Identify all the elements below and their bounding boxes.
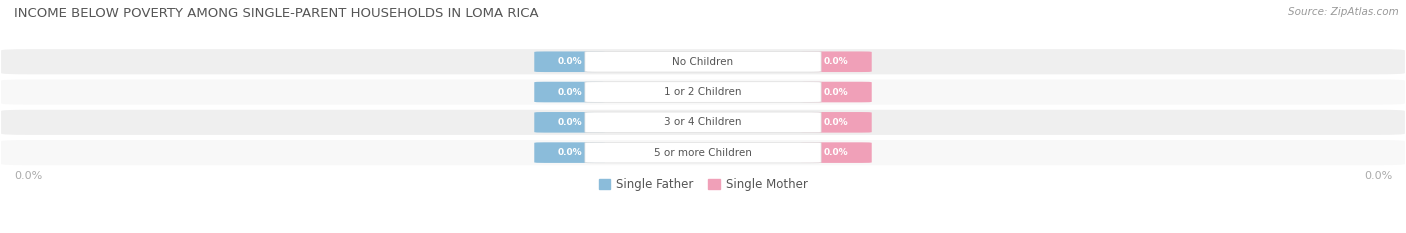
FancyBboxPatch shape (801, 82, 872, 102)
FancyBboxPatch shape (585, 82, 821, 102)
FancyBboxPatch shape (585, 142, 821, 163)
Text: 3 or 4 Children: 3 or 4 Children (664, 117, 742, 127)
Legend: Single Father, Single Mother: Single Father, Single Mother (593, 173, 813, 196)
FancyBboxPatch shape (1, 140, 1405, 165)
FancyBboxPatch shape (801, 112, 872, 133)
Text: 0.0%: 0.0% (824, 88, 849, 96)
FancyBboxPatch shape (534, 51, 605, 72)
FancyBboxPatch shape (1, 110, 1405, 135)
Text: No Children: No Children (672, 57, 734, 67)
Text: 0.0%: 0.0% (824, 118, 849, 127)
FancyBboxPatch shape (1, 79, 1405, 105)
Text: Source: ZipAtlas.com: Source: ZipAtlas.com (1288, 7, 1399, 17)
Text: 0.0%: 0.0% (824, 57, 849, 66)
Text: 1 or 2 Children: 1 or 2 Children (664, 87, 742, 97)
Text: 0.0%: 0.0% (557, 148, 582, 157)
FancyBboxPatch shape (1, 49, 1405, 74)
FancyBboxPatch shape (534, 142, 605, 163)
Text: INCOME BELOW POVERTY AMONG SINGLE-PARENT HOUSEHOLDS IN LOMA RICA: INCOME BELOW POVERTY AMONG SINGLE-PARENT… (14, 7, 538, 20)
FancyBboxPatch shape (801, 51, 872, 72)
FancyBboxPatch shape (585, 51, 821, 72)
Text: 0.0%: 0.0% (557, 57, 582, 66)
Text: 5 or more Children: 5 or more Children (654, 148, 752, 158)
Text: 0.0%: 0.0% (824, 148, 849, 157)
FancyBboxPatch shape (801, 142, 872, 163)
Text: 0.0%: 0.0% (557, 118, 582, 127)
FancyBboxPatch shape (534, 112, 605, 133)
FancyBboxPatch shape (585, 112, 821, 133)
FancyBboxPatch shape (534, 82, 605, 102)
Text: 0.0%: 0.0% (557, 88, 582, 96)
